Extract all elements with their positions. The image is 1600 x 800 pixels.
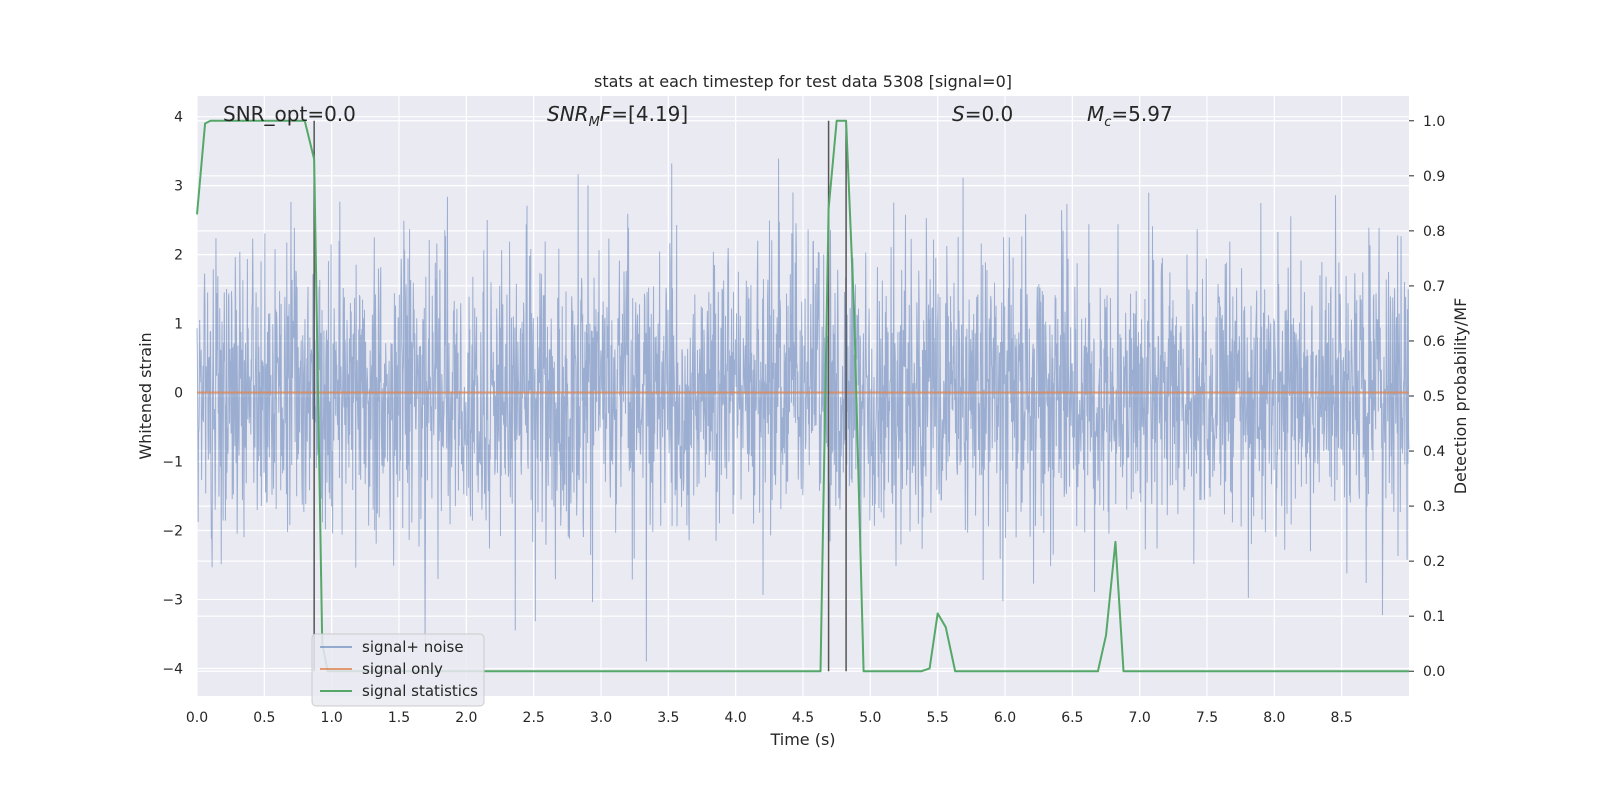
signal-noise-line bbox=[196, 158, 1410, 662]
y-right-tick-label: 0.4 bbox=[1423, 444, 1445, 460]
y-axis-label: Whitened strain bbox=[136, 332, 155, 459]
mc-value: =5.97 bbox=[1111, 102, 1172, 126]
s-annotation: S=0.0 bbox=[952, 102, 1013, 126]
y-right-tick-label: 0.3 bbox=[1423, 499, 1445, 515]
y-tick-label: −4 bbox=[162, 661, 183, 677]
y-tick-label: 4 bbox=[174, 110, 183, 126]
x-tick-label: 7.0 bbox=[1129, 710, 1151, 726]
y-right-tick-label: 0.5 bbox=[1423, 389, 1445, 405]
y-right-tick-label: 0.7 bbox=[1423, 279, 1445, 295]
x-tick-label: 6.0 bbox=[994, 710, 1016, 726]
x-axis-label: Time (s) bbox=[769, 730, 835, 749]
y-right-axis-label: Detection probability/MF bbox=[1451, 298, 1470, 495]
s-value: =0.0 bbox=[965, 102, 1014, 126]
legend-label-noise: signal+ noise bbox=[362, 638, 464, 656]
x-tick-label: 5.0 bbox=[859, 710, 881, 726]
x-tick-label: 2.5 bbox=[523, 710, 545, 726]
y-tick-label: −2 bbox=[162, 523, 183, 539]
y-tick-labels: 4 3 2 1 0 −1 −2 −3 −4 bbox=[162, 110, 183, 678]
y-right-tick-label: 0.1 bbox=[1423, 609, 1445, 625]
x-tick-label: 0.0 bbox=[186, 710, 208, 726]
y-right-tick-label: 0.6 bbox=[1423, 334, 1445, 350]
x-tick-label: 6.5 bbox=[1061, 710, 1083, 726]
snr-mf-value: =[4.19] bbox=[611, 102, 688, 126]
snr-opt-annotation: SNR_opt=0.0 bbox=[223, 102, 356, 126]
signal-statistics-series bbox=[196, 119, 1409, 673]
x-tick-label: 1.5 bbox=[388, 710, 410, 726]
x-tick-label: 3.5 bbox=[657, 710, 679, 726]
chart-title: stats at each timestep for test data 530… bbox=[594, 72, 1012, 91]
x-tick-label: 1.0 bbox=[321, 710, 343, 726]
x-tick-label: 3.0 bbox=[590, 710, 612, 726]
y-right-tick-label: 1.0 bbox=[1423, 114, 1445, 130]
legend-label-signal: signal only bbox=[362, 660, 443, 678]
y-right-tick-label: 0.9 bbox=[1423, 169, 1445, 185]
y-right-tick-label: 0.2 bbox=[1423, 554, 1445, 570]
x-tick-label: 2.0 bbox=[455, 710, 477, 726]
legend-label-stats: signal statistics bbox=[362, 682, 478, 700]
y-tick-label: −3 bbox=[162, 592, 183, 608]
x-tick-label: 5.5 bbox=[927, 710, 949, 726]
y-tick-label: −1 bbox=[162, 455, 183, 471]
y-right-tick-label: 0.8 bbox=[1423, 224, 1445, 240]
signal-statistics-line bbox=[196, 119, 1409, 673]
y-tick-label: 2 bbox=[174, 248, 183, 264]
x-tick-label: 4.0 bbox=[725, 710, 747, 726]
legend-box bbox=[311, 633, 485, 707]
y-tick-label: 1 bbox=[174, 317, 183, 333]
x-tick-label: 7.5 bbox=[1196, 710, 1218, 726]
y-right-tick-labels: 1.0 0.9 0.8 0.7 0.6 0.5 0.4 0.3 0.2 0.1 0.0 bbox=[1409, 114, 1445, 680]
x-tick-label: 4.5 bbox=[792, 710, 814, 726]
y-tick-label: 0 bbox=[174, 386, 183, 402]
mc-annotation: Mc=5.97 bbox=[1087, 102, 1173, 130]
legend: signal+ noise signal only signal statist… bbox=[311, 633, 485, 707]
y-right-tick-label: 0.0 bbox=[1423, 664, 1445, 680]
y-tick-label: 3 bbox=[174, 179, 183, 195]
signal-noise-series bbox=[196, 158, 1410, 662]
x-tick-label: 8.0 bbox=[1263, 710, 1285, 726]
x-tick-label: 8.5 bbox=[1331, 710, 1353, 726]
x-tick-labels: 0.0 0.5 1.0 1.5 2.0 2.5 3.0 3.5 4.0 4.5 5.0 5.5 6.0 6… bbox=[186, 710, 1353, 726]
x-tick-label: 0.5 bbox=[253, 710, 275, 726]
snr-mf-annotation: SNRMF=[4.19] bbox=[547, 102, 688, 130]
